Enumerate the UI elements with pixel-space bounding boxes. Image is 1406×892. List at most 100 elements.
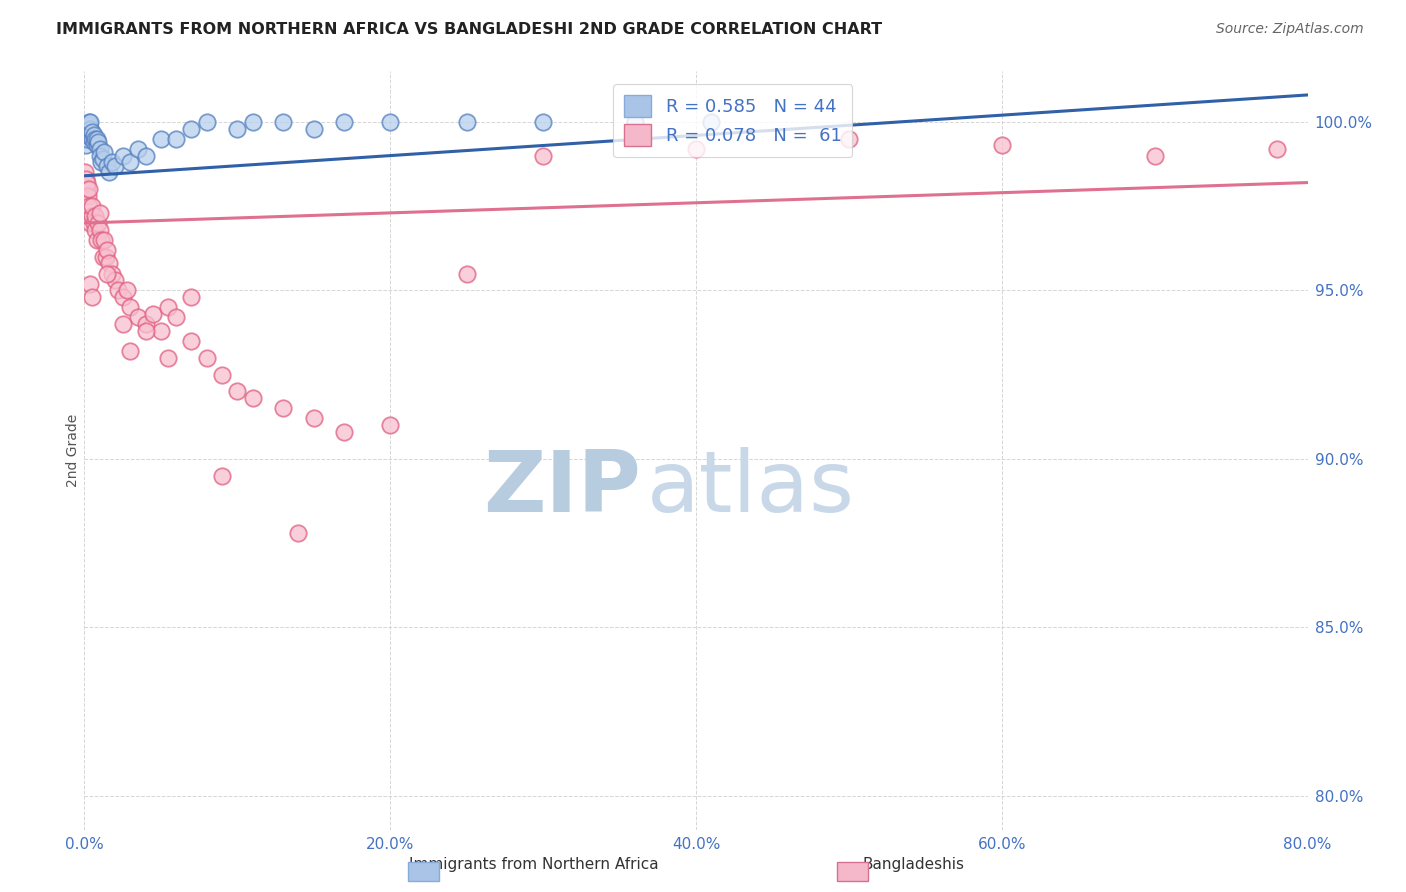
- Point: [302, 121, 325, 136]
- Point: [111, 317, 134, 331]
- Point: [271, 115, 294, 129]
- Point: [76, 121, 98, 136]
- Point: [93, 233, 115, 247]
- Point: [180, 334, 202, 348]
- Point: [76, 132, 98, 146]
- Point: [242, 391, 264, 405]
- Point: [89, 148, 111, 162]
- Point: [271, 401, 294, 416]
- Point: [242, 115, 264, 129]
- Point: [380, 115, 402, 129]
- Point: [165, 132, 187, 146]
- Point: [80, 125, 103, 139]
- Point: [79, 277, 101, 291]
- Point: [333, 115, 356, 129]
- Point: [86, 233, 108, 247]
- Point: [83, 128, 105, 143]
- Point: [84, 209, 107, 223]
- Point: [157, 351, 180, 365]
- Point: [96, 243, 118, 257]
- Point: [107, 284, 129, 298]
- Point: [97, 256, 120, 270]
- Text: Source: ZipAtlas.com: Source: ZipAtlas.com: [1216, 22, 1364, 37]
- Point: [86, 132, 108, 146]
- Point: [120, 155, 142, 169]
- Point: [90, 155, 112, 169]
- Point: [83, 135, 105, 149]
- Point: [685, 142, 707, 156]
- Point: [75, 165, 97, 179]
- Text: atlas: atlas: [647, 447, 855, 530]
- Text: Bangladeshis: Bangladeshis: [863, 857, 965, 872]
- Point: [115, 284, 138, 298]
- Point: [80, 209, 103, 223]
- Point: [700, 115, 723, 129]
- Point: [380, 418, 402, 433]
- Point: [76, 176, 98, 190]
- Point: [456, 115, 478, 129]
- Point: [77, 125, 100, 139]
- Point: [624, 115, 647, 129]
- Point: [149, 132, 172, 146]
- Point: [531, 148, 554, 162]
- Point: [77, 182, 100, 196]
- Point: [101, 155, 124, 169]
- Y-axis label: 2nd Grade: 2nd Grade: [66, 414, 80, 487]
- Point: [89, 223, 111, 237]
- Point: [333, 425, 356, 439]
- Point: [89, 142, 111, 156]
- Point: [84, 223, 107, 237]
- Point: [127, 310, 149, 325]
- Point: [456, 267, 478, 281]
- Point: [97, 165, 120, 179]
- Legend: R = 0.585   N = 44, R = 0.078   N =  61: R = 0.585 N = 44, R = 0.078 N = 61: [613, 84, 852, 157]
- Point: [87, 135, 110, 149]
- Point: [302, 411, 325, 425]
- Point: [838, 132, 860, 146]
- Point: [90, 233, 112, 247]
- Point: [77, 115, 100, 129]
- Point: [104, 159, 127, 173]
- Point: [96, 159, 118, 173]
- Point: [195, 351, 218, 365]
- Point: [211, 368, 233, 382]
- Point: [87, 216, 110, 230]
- Point: [79, 121, 101, 136]
- Point: [226, 384, 249, 399]
- Point: [211, 468, 233, 483]
- Point: [195, 115, 218, 129]
- Point: [84, 132, 107, 146]
- Point: [76, 128, 98, 143]
- Point: [77, 199, 100, 213]
- Point: [76, 182, 98, 196]
- Point: [96, 267, 118, 281]
- Point: [127, 142, 149, 156]
- Point: [79, 216, 101, 230]
- Point: [86, 138, 108, 153]
- Point: [120, 344, 142, 359]
- Point: [91, 152, 114, 166]
- Point: [77, 118, 100, 132]
- Point: [180, 290, 202, 304]
- Point: [531, 115, 554, 129]
- Point: [149, 324, 172, 338]
- Point: [80, 199, 103, 213]
- Point: [120, 300, 142, 314]
- Point: [165, 310, 187, 325]
- Point: [142, 307, 165, 321]
- Point: [75, 172, 97, 186]
- Point: [226, 121, 249, 136]
- Point: [135, 148, 157, 162]
- Point: [80, 290, 103, 304]
- Point: [89, 206, 111, 220]
- Point: [111, 148, 134, 162]
- Point: [135, 317, 157, 331]
- Text: IMMIGRANTS FROM NORTHERN AFRICA VS BANGLADESHI 2ND GRADE CORRELATION CHART: IMMIGRANTS FROM NORTHERN AFRICA VS BANGL…: [56, 22, 883, 37]
- Point: [991, 138, 1014, 153]
- Point: [75, 138, 97, 153]
- Point: [79, 115, 101, 129]
- Point: [80, 132, 103, 146]
- Point: [180, 121, 202, 136]
- Point: [135, 324, 157, 338]
- Text: ZIP: ZIP: [484, 447, 641, 530]
